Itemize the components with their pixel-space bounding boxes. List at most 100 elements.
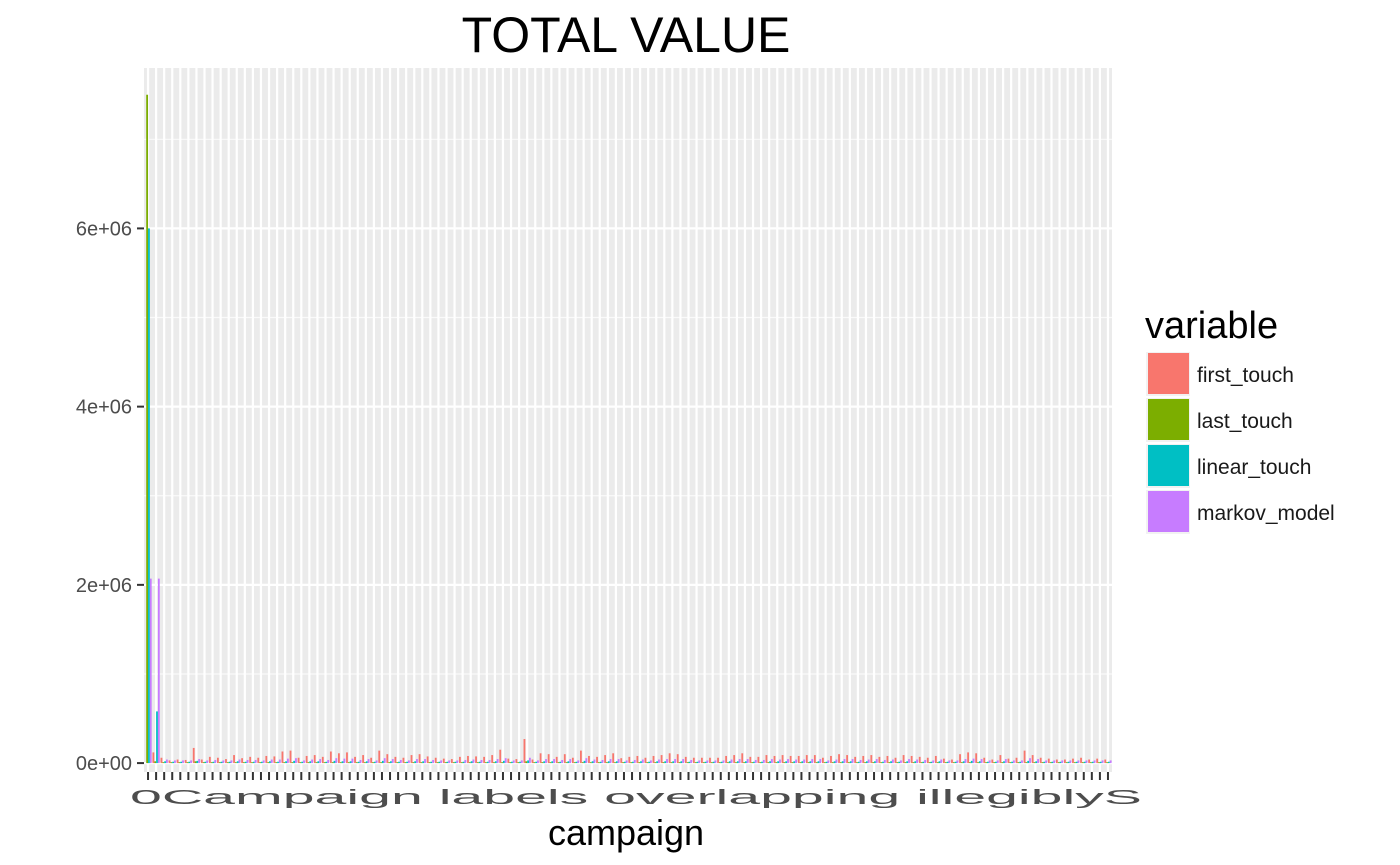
bar-linear_touch — [986, 761, 989, 764]
bar-markov_model — [399, 759, 402, 764]
bar-markov_model — [738, 759, 741, 764]
bar-last_touch — [347, 762, 350, 764]
bar-last_touch — [339, 762, 342, 764]
bar-last_touch — [323, 762, 326, 764]
bar-linear_touch — [188, 761, 191, 764]
bar-first_touch — [652, 755, 655, 764]
bar-first_touch — [773, 755, 776, 764]
bar-last_touch — [307, 762, 310, 764]
bar-last_touch — [291, 762, 294, 764]
bar-linear_touch — [438, 761, 441, 764]
bar-first_touch — [168, 760, 171, 764]
bar-markov_model — [843, 759, 846, 764]
bar-last_touch — [614, 762, 616, 764]
bar-first_touch — [878, 756, 881, 764]
bar-first_touch — [475, 756, 477, 764]
bar-linear_touch — [1027, 760, 1030, 764]
bar-last_touch — [573, 762, 576, 764]
bar-markov_model — [1029, 758, 1031, 764]
bar-last_touch — [920, 762, 923, 764]
bar-markov_model — [303, 760, 305, 764]
bar-first_touch — [571, 757, 574, 764]
bar-last_touch — [694, 762, 697, 764]
bar-linear_touch — [809, 761, 812, 764]
bar-linear_touch — [575, 761, 578, 764]
bar-first_touch — [943, 758, 945, 764]
bar-markov_model — [1061, 760, 1064, 764]
bar-last_touch — [243, 762, 245, 764]
bar-linear_touch — [978, 761, 981, 764]
bar-markov_model — [157, 578, 160, 764]
bar-linear_touch — [785, 761, 788, 764]
bar-markov_model — [746, 759, 749, 764]
bar-last_touch — [299, 762, 302, 764]
bar-last_touch — [541, 762, 544, 764]
bar-linear_touch — [769, 761, 771, 764]
bar-markov_model — [174, 760, 176, 764]
bar-markov_model — [795, 759, 797, 764]
bar-last_touch — [1009, 762, 1012, 764]
bar-linear_touch — [373, 761, 376, 764]
bar-first_touch — [757, 756, 760, 764]
bar-last_touch — [162, 762, 165, 764]
bar-last_touch — [202, 762, 205, 764]
bar-linear_touch — [349, 761, 352, 764]
bar-first_touch — [894, 757, 897, 764]
bar-markov_model — [448, 760, 451, 764]
bar-markov_model — [1012, 760, 1015, 764]
bar-markov_model — [585, 758, 588, 764]
bar-last_touch — [589, 762, 592, 764]
bar-last_touch — [428, 762, 431, 764]
bar-linear_touch — [462, 761, 465, 764]
bar-last_touch — [517, 762, 520, 764]
bar-linear_touch — [1043, 761, 1046, 764]
bar-markov_model — [456, 760, 459, 764]
bar-first_touch — [934, 755, 937, 764]
bar-markov_model — [262, 760, 265, 764]
bar-first_touch — [983, 757, 986, 764]
bar-linear_touch — [381, 760, 384, 764]
bar-first_touch — [991, 759, 994, 764]
bar-markov_model — [561, 759, 564, 764]
bar-first_touch — [491, 755, 494, 764]
bar-markov_model — [787, 759, 789, 764]
bar-linear_touch — [825, 761, 828, 764]
bar-first_touch — [676, 754, 679, 764]
bar-last_touch — [936, 762, 939, 764]
bar-first_touch — [830, 755, 832, 764]
legend-swatch-first_touch — [1148, 353, 1189, 394]
bars — [146, 94, 1112, 764]
bar-last_touch — [565, 762, 568, 764]
bar-linear_touch — [1035, 761, 1038, 764]
bar-markov_model — [1101, 760, 1104, 764]
bar-first_touch — [1007, 758, 1010, 764]
bar-markov_model — [916, 759, 918, 764]
bar-linear_touch — [664, 761, 667, 764]
bar-linear_touch — [890, 761, 892, 764]
bar-markov_model — [658, 759, 660, 764]
bar-last_touch — [977, 762, 979, 764]
y-tick-label: 2e+06 — [76, 575, 132, 597]
legend-swatch-linear_touch — [1148, 445, 1189, 486]
bar-first_touch — [547, 754, 550, 764]
bar-last_touch — [1057, 762, 1060, 764]
bar-linear_touch — [801, 761, 804, 764]
bar-last_touch — [154, 761, 157, 764]
bar-linear_touch — [559, 761, 562, 764]
bar-markov_model — [891, 759, 894, 764]
bar-last_touch — [952, 762, 955, 764]
bar-first_touch — [184, 759, 187, 764]
bar-first_touch — [951, 759, 953, 764]
bar-first_touch — [539, 753, 542, 764]
bar-linear_touch — [882, 761, 884, 764]
bar-first_touch — [297, 757, 300, 764]
bar-first_touch — [386, 754, 389, 764]
bar-linear_touch — [640, 761, 642, 764]
bar-first_touch — [781, 755, 784, 764]
bar-markov_model — [254, 759, 257, 764]
bar-last_touch — [452, 762, 455, 764]
bar-linear_touch — [922, 761, 925, 764]
bar-linear_touch — [930, 761, 933, 764]
bar-first_touch — [217, 757, 219, 764]
legend-label-first_touch: first_touch — [1197, 364, 1294, 387]
